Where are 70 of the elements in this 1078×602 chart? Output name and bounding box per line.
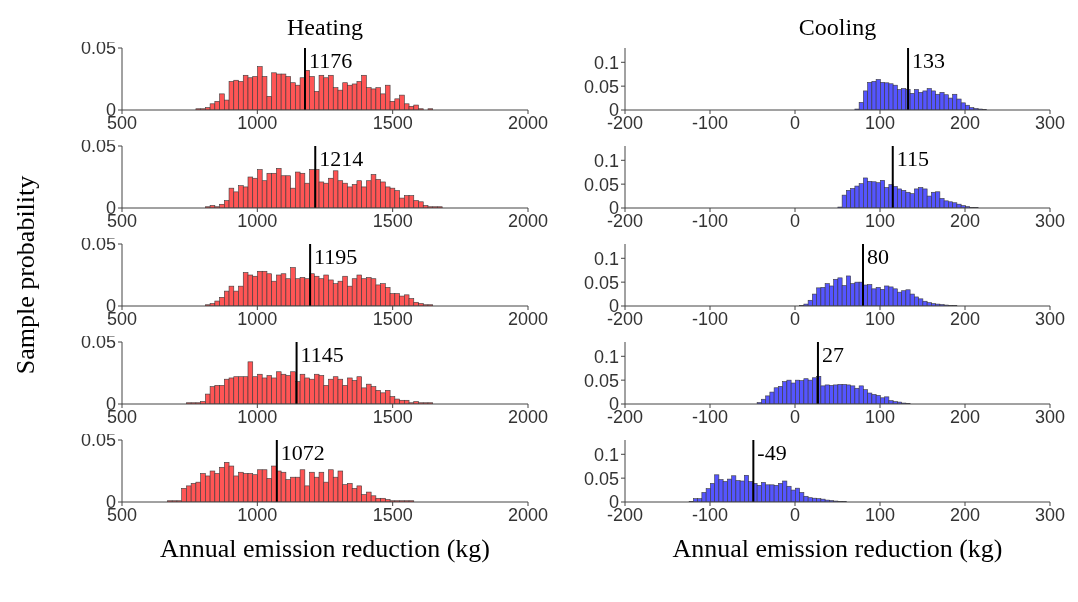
ref-line-label: -49 xyxy=(757,440,787,465)
chart-title: Cooling xyxy=(797,13,878,42)
y-tick-label: 0.1 xyxy=(593,444,619,465)
x-tick-label: 300 xyxy=(1034,112,1066,133)
x-tick-label: 200 xyxy=(949,112,981,133)
x-tick-label: 0 xyxy=(789,210,801,231)
chart-title: Heating xyxy=(287,14,363,40)
x-tick-label: 1500 xyxy=(372,406,413,427)
ref-line-label: 27 xyxy=(821,342,844,367)
x-axis-title: Annual emission reduction (kg) xyxy=(159,534,491,564)
x-tick-label: 300 xyxy=(1034,308,1066,329)
x-tick-label: -100 xyxy=(691,308,729,329)
x-tick-label: 200 xyxy=(949,406,981,427)
x-tick-label: 1500 xyxy=(372,504,413,525)
x-tick-label: 1000 xyxy=(237,406,278,427)
y-tick-label: 0.1 xyxy=(593,346,619,367)
y-tick-label: 0.05 xyxy=(583,272,619,293)
x-tick-label: 1000 xyxy=(237,308,278,329)
x-tick-label: 0 xyxy=(789,504,801,525)
x-tick-label: 200 xyxy=(949,504,981,525)
y-tick-label: 0.1 xyxy=(593,52,619,73)
x-tick-label: 2000 xyxy=(507,308,549,329)
x-tick-label: 2000 xyxy=(507,406,549,427)
y-tick-label: 0.05 xyxy=(583,468,619,489)
y-tick-label: 0.1 xyxy=(593,150,619,171)
ref-line-label: 1072 xyxy=(280,440,325,465)
ref-line-label: 1214 xyxy=(319,146,364,171)
x-tick-label: 300 xyxy=(1034,406,1066,427)
y-tick-label: 0.05 xyxy=(80,38,116,59)
ref-line-label: 133 xyxy=(912,48,946,73)
x-tick-label: 1000 xyxy=(237,210,278,231)
x-tick-label: -100 xyxy=(691,504,729,525)
x-tick-label: 0 xyxy=(789,308,801,329)
x-axis-title: Annual emission reduction (kg) xyxy=(671,534,1004,564)
x-tick-label: 100 xyxy=(864,112,896,133)
x-tick-label: 100 xyxy=(864,210,896,231)
x-tick-label: 2000 xyxy=(507,504,549,525)
ref-line-label: 1195 xyxy=(314,244,358,269)
x-tick-label: 1500 xyxy=(372,210,413,231)
x-tick-label: 0 xyxy=(789,406,801,427)
x-tick-label: 200 xyxy=(949,210,981,231)
y-tick-label: 0.1 xyxy=(593,248,619,269)
x-tick-label: 1000 xyxy=(237,112,278,133)
x-tick-label: 100 xyxy=(864,406,896,427)
ref-line-label: 115 xyxy=(896,146,929,171)
ref-line-label: 1176 xyxy=(308,48,353,73)
y-tick-label: 0.05 xyxy=(80,332,116,353)
x-tick-label: 200 xyxy=(949,308,981,329)
x-tick-label: 1500 xyxy=(372,308,413,329)
x-tick-label: -100 xyxy=(691,406,729,427)
ref-line-label: 80 xyxy=(867,244,889,269)
y-axis-title: Sample probability xyxy=(11,175,41,375)
x-tick-label: 1500 xyxy=(372,112,413,133)
y-tick-label: 0.05 xyxy=(80,136,116,157)
ref-line-label: 1145 xyxy=(300,342,344,367)
x-tick-label: 100 xyxy=(864,504,896,525)
y-tick-label: 0.05 xyxy=(583,174,619,195)
x-tick-label: 1000 xyxy=(237,504,278,525)
x-tick-label: 2000 xyxy=(507,112,549,133)
x-tick-label: -100 xyxy=(691,112,729,133)
y-tick-label: 0.05 xyxy=(80,234,116,255)
y-tick-label: 0.05 xyxy=(583,76,619,97)
y-tick-label: 0.05 xyxy=(583,370,619,391)
x-tick-label: 300 xyxy=(1034,210,1066,231)
x-tick-label: 2000 xyxy=(507,210,549,231)
x-tick-label: 100 xyxy=(864,308,896,329)
y-tick-label: 0.05 xyxy=(80,430,116,451)
x-tick-label: 0 xyxy=(789,112,801,133)
x-tick-label: -100 xyxy=(691,210,729,231)
x-tick-label: 300 xyxy=(1034,504,1066,525)
